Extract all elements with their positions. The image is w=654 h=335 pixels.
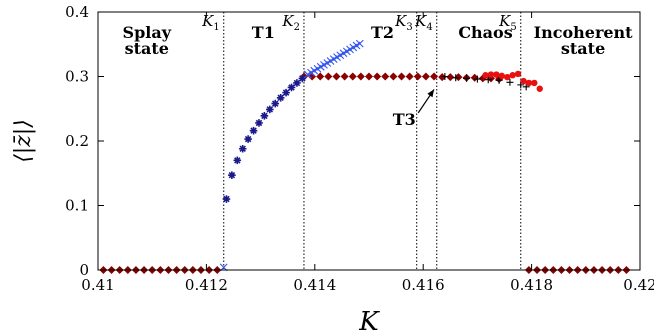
data-point-diamond (316, 72, 325, 81)
data-point-circle (498, 72, 505, 80)
threshold-label: K5 (498, 12, 517, 33)
y-tick-label: 0.2 (65, 132, 89, 150)
data-point-star (233, 156, 242, 165)
data-point-circle (487, 71, 495, 78)
data-point-diamond (373, 72, 382, 81)
data-point-star (276, 93, 285, 102)
data-point-star (249, 126, 258, 135)
data-point-circle (520, 77, 527, 85)
x-tick-label: 0.42 (623, 276, 654, 294)
data-point-star (266, 105, 274, 114)
data-point-plus (463, 74, 471, 82)
threshold-lines: K1 K2 K3 K4 K5 (201, 12, 522, 270)
data-point-circle (509, 72, 516, 79)
region-label: Chaos (458, 23, 512, 42)
x-tick-label: 0.41 (81, 276, 114, 294)
data-point-diamond (405, 72, 414, 81)
data-point-diamond (332, 72, 341, 81)
region-label: T2 (371, 23, 394, 42)
data-point-star (282, 88, 290, 97)
data-point-diamond (389, 72, 398, 81)
data-point-star (244, 135, 252, 143)
y-axis-title: ⟨|z̄|⟩ (11, 119, 36, 163)
data-point-circle (531, 79, 538, 87)
y-tick-label: 0.4 (65, 3, 89, 21)
data-point-diamond (324, 72, 333, 81)
data-point-plus (506, 78, 514, 86)
x-axis-title: K (358, 307, 380, 335)
data-point-circle (514, 70, 522, 78)
threshold-label: K3 (394, 12, 413, 33)
annotation-arrow-head (427, 89, 435, 98)
data-point-plus (484, 76, 492, 84)
data-point-star (228, 171, 236, 179)
data-point-circle (525, 79, 533, 87)
data-point-star (260, 112, 269, 120)
data-series (99, 39, 631, 274)
data-point-star (298, 74, 307, 83)
data-point-circle (493, 71, 500, 78)
data-point-star (222, 195, 231, 203)
threshold-label: K2 (281, 12, 300, 33)
data-point-star (255, 119, 263, 127)
data-point-star (271, 99, 280, 108)
threshold-label: K1 (201, 12, 220, 33)
data-point-x (355, 39, 364, 48)
annotation-label: T3 (393, 110, 416, 129)
plot-frame (97, 11, 641, 271)
data-point-circle (482, 72, 489, 79)
region-label: Incoherent (534, 23, 634, 42)
data-point-circle (504, 73, 511, 81)
data-point-plus (495, 76, 503, 84)
data-point-diamond (470, 73, 479, 82)
data-point-diamond (413, 72, 422, 81)
data-point-diamond (430, 72, 439, 81)
data-point-diamond (438, 73, 447, 82)
threshold-label: K4 (414, 12, 433, 33)
data-point-diamond (397, 72, 406, 81)
data-point-circle (536, 85, 543, 92)
data-point-diamond (348, 72, 357, 81)
x-tick-label: 0.418 (510, 276, 553, 294)
x-tick-label: 0.412 (185, 276, 228, 294)
y-tick-label: 0.3 (65, 68, 89, 86)
data-point-diamond (356, 72, 365, 81)
data-point-diamond (365, 72, 373, 81)
x-tick-label: 0.414 (293, 276, 336, 294)
region-label: state (125, 39, 169, 58)
data-point-star (293, 79, 301, 87)
data-point-plus (441, 73, 449, 80)
data-point-diamond (308, 72, 317, 81)
data-point-diamond (446, 73, 455, 82)
region-label: state (561, 39, 605, 58)
x-tick-label: 0.416 (402, 276, 445, 294)
annotation: T3 (393, 89, 435, 129)
data-point-plus (452, 74, 460, 82)
data-point-star (238, 144, 247, 153)
region-label: T1 (252, 23, 275, 42)
data-point-plus (473, 75, 481, 83)
data-point-diamond (340, 72, 349, 81)
y-tick-label: 0 (79, 261, 89, 279)
data-point-star (287, 83, 296, 92)
data-point-diamond (454, 73, 463, 82)
data-point-diamond (381, 72, 390, 81)
axis-ticks: 0.41 0.412 0.414 0.416 0.418 0.42 0 0.1 0.2 0.3 0.… (65, 3, 654, 294)
data-point-diamond (421, 72, 430, 81)
region-label: Splay (123, 23, 172, 42)
y-tick-label: 0.1 (65, 197, 89, 215)
